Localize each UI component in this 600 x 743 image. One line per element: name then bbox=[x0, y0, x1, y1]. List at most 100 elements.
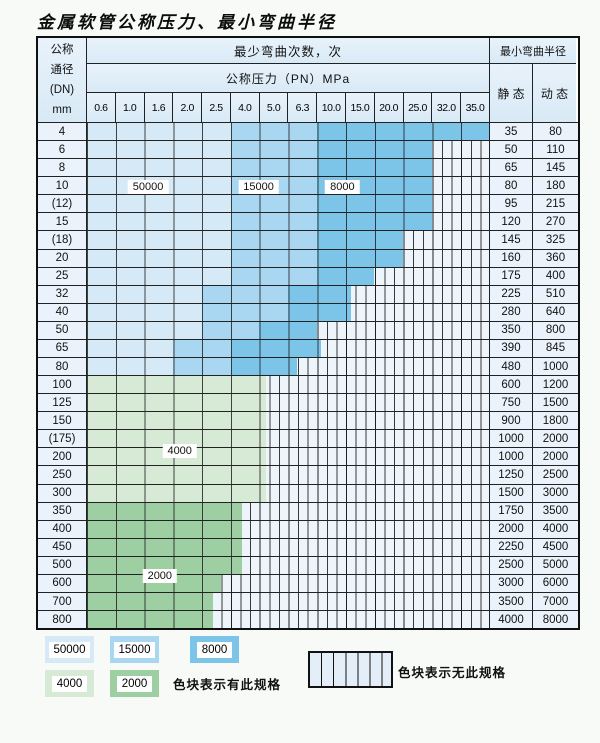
header-bend-group: 最少弯曲次数，次 公称压力（PN）MPa 0.6 1.0 1.6 2.0 2.5 4.0 5… bbox=[87, 38, 490, 122]
table-row: (175) 1000 2000 bbox=[38, 429, 578, 448]
zone-segment-b15 bbox=[230, 213, 317, 231]
bend-times-band bbox=[87, 123, 490, 141]
legend-swatch-value: 8000 bbox=[196, 641, 233, 658]
legend-swatch-value: 4000 bbox=[51, 675, 88, 692]
table-row: 300 1500 3000 bbox=[38, 483, 578, 502]
dynamic-radius-cell: 1000 bbox=[533, 358, 578, 376]
zone-segment-b50 bbox=[87, 141, 231, 159]
spec-table: 公称 通径 (DN) mm 最少弯曲次数，次 公称压力（PN）MPa 0.6 1.0 1.… bbox=[36, 36, 580, 630]
zone-segment-b15 bbox=[173, 358, 231, 376]
static-radius-cell: 1500 bbox=[490, 484, 533, 502]
bend-times-band bbox=[87, 593, 490, 611]
dn-cell: 300 bbox=[38, 484, 87, 502]
table-row: 250 1250 2500 bbox=[38, 465, 578, 484]
pressure-tick: 1.6 bbox=[144, 93, 174, 122]
static-radius-cell: 175 bbox=[490, 267, 533, 285]
zone-label: 50000 bbox=[127, 180, 169, 195]
header-dn: 公称 通径 (DN) mm bbox=[38, 38, 87, 122]
pressure-tick: 4.0 bbox=[230, 93, 260, 122]
dn-cell: (12) bbox=[38, 195, 87, 213]
zone-segment-b15 bbox=[230, 267, 317, 285]
legend-swatch-value: 2000 bbox=[116, 675, 153, 692]
dn-cell: 400 bbox=[38, 520, 87, 538]
zone-segment-b50 bbox=[87, 231, 231, 249]
zone-segment-b50 bbox=[87, 267, 231, 285]
static-radius-cell: 3500 bbox=[490, 593, 533, 611]
table-header: 公称 通径 (DN) mm 最少弯曲次数，次 公称压力（PN）MPa 0.6 1.0 1.… bbox=[38, 38, 578, 122]
bend-times-band bbox=[87, 502, 490, 520]
static-radius-cell: 4000 bbox=[490, 611, 533, 629]
dynamic-radius-cell: 145 bbox=[533, 159, 578, 177]
zone-segment-b50 bbox=[87, 285, 202, 303]
dynamic-radius-cell: 1500 bbox=[533, 394, 578, 412]
zone-segment-b50 bbox=[87, 249, 231, 267]
zone-segment-g20 bbox=[87, 502, 243, 520]
bend-times-band bbox=[87, 231, 490, 249]
static-radius-cell: 2250 bbox=[490, 538, 533, 556]
zone-segment-b50 bbox=[87, 321, 202, 339]
table-row: 25 175 400 bbox=[38, 266, 578, 285]
bend-times-band bbox=[87, 394, 490, 412]
header-pressure-ticks: 0.6 1.0 1.6 2.0 2.5 4.0 5.0 6.3 10.0 15.0 20.0 25.0… bbox=[87, 93, 489, 122]
static-radius-cell: 480 bbox=[490, 358, 533, 376]
dynamic-radius-cell: 1200 bbox=[533, 376, 578, 394]
table-row: 8 65 145 bbox=[38, 158, 578, 177]
header-dn-line: (DN) bbox=[49, 84, 75, 96]
static-radius-cell: 35 bbox=[490, 123, 533, 141]
pressure-tick: 35.0 bbox=[461, 93, 489, 122]
static-radius-cell: 1250 bbox=[490, 466, 533, 484]
table-row: 150 900 1800 bbox=[38, 411, 578, 430]
static-radius-cell: 390 bbox=[490, 339, 533, 358]
bend-times-band bbox=[87, 376, 490, 394]
static-radius-cell: 280 bbox=[490, 303, 533, 321]
pressure-tick: 2.5 bbox=[202, 93, 231, 122]
zone-segment-b80 bbox=[288, 303, 352, 321]
page-title: 金属软管公称压力、最小弯曲半径 bbox=[37, 13, 337, 33]
zone-segment-g40 bbox=[87, 412, 267, 430]
legend-no-spec-swatch bbox=[308, 651, 393, 688]
static-radius-cell: 2000 bbox=[490, 520, 533, 538]
table-row: 40 280 640 bbox=[38, 302, 578, 321]
static-radius-cell: 1750 bbox=[490, 502, 533, 520]
bend-times-band bbox=[87, 430, 490, 448]
zone-segment-b80 bbox=[316, 213, 432, 231]
dynamic-radius-cell: 325 bbox=[533, 231, 578, 249]
dn-cell: 6 bbox=[38, 141, 87, 159]
dynamic-radius-cell: 5000 bbox=[533, 556, 578, 574]
bend-times-band bbox=[87, 141, 490, 159]
header-bend-times: 最少弯曲次数，次 bbox=[87, 38, 489, 64]
zone-segment-b80 bbox=[288, 285, 352, 303]
header-dn-line: mm bbox=[52, 104, 72, 116]
dynamic-radius-cell: 2000 bbox=[533, 448, 578, 466]
zone-segment-b80 bbox=[316, 123, 489, 141]
bend-times-band bbox=[87, 267, 490, 285]
dn-cell: 150 bbox=[38, 412, 87, 430]
dn-cell: 8 bbox=[38, 159, 87, 177]
zone-segment-g20 bbox=[87, 520, 243, 538]
dn-cell: 40 bbox=[38, 303, 87, 321]
bend-times-band bbox=[87, 321, 490, 340]
table-row: 4 35 80 bbox=[38, 122, 578, 141]
zone-segment-b50 bbox=[87, 213, 231, 231]
pressure-tick: 20.0 bbox=[374, 93, 404, 122]
zone-segment-g40 bbox=[87, 484, 267, 502]
pressure-tick: 25.0 bbox=[403, 93, 433, 122]
dynamic-radius-cell: 2500 bbox=[533, 466, 578, 484]
zone-segment-g20 bbox=[87, 611, 214, 629]
bend-times-band bbox=[87, 448, 490, 466]
bend-times-band bbox=[87, 285, 490, 303]
legend-has-spec-text: 色块表示有此规格 bbox=[173, 678, 282, 692]
static-radius-cell: 3000 bbox=[490, 574, 533, 593]
bend-times-band bbox=[87, 358, 490, 376]
static-radius-cell: 80 bbox=[490, 177, 533, 195]
static-radius-cell: 2500 bbox=[490, 556, 533, 574]
table-row: 450 2250 4500 bbox=[38, 537, 578, 556]
dn-cell: 15 bbox=[38, 213, 87, 231]
table-row: 80 480 1000 bbox=[38, 357, 578, 376]
zone-segment-b15 bbox=[173, 339, 231, 358]
header-dn-line: 公称 bbox=[50, 44, 74, 56]
legend-swatch-value: 50000 bbox=[48, 641, 91, 658]
legend: 色块表示有此规格 色块表示无此规格 50000 15000 8000 4000 2000 bbox=[0, 630, 600, 743]
legend-swatch-15000: 15000 bbox=[110, 636, 159, 663]
